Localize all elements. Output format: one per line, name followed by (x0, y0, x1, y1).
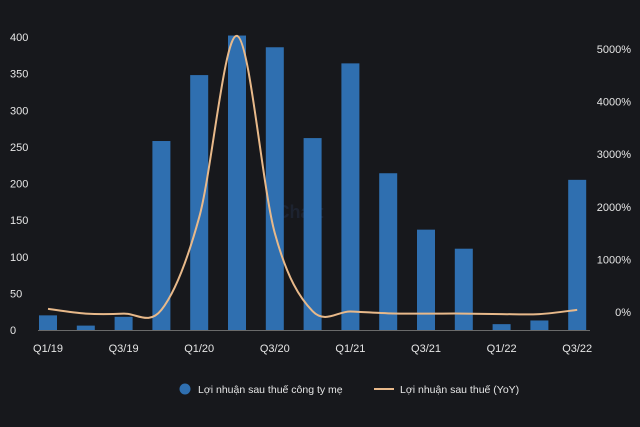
x-tick-label: Q3/20 (260, 343, 290, 355)
right-tick-label: 3000% (597, 149, 631, 161)
bar (492, 324, 511, 330)
right-axis-ticks: 0% 1000% 2000% 3000% 4000% 5000% (597, 44, 631, 319)
left-tick-label: 150 (10, 215, 28, 227)
bar (190, 75, 209, 330)
x-tick-label: Q1/21 (335, 343, 365, 355)
left-tick-label: 300 (10, 105, 28, 117)
left-tick-label: 0 (10, 325, 16, 337)
bar (228, 35, 246, 330)
bar (76, 325, 95, 330)
yoy-line (47, 34, 578, 319)
x-tick-label: Q1/20 (184, 343, 214, 355)
x-tick-label: Q3/19 (109, 343, 139, 355)
left-tick-label: 400 (10, 32, 28, 44)
left-tick-label: 100 (10, 252, 28, 264)
bar (568, 179, 587, 330)
right-tick-label: 1000% (597, 254, 631, 266)
bar (114, 316, 133, 330)
x-axis-ticks: Q1/19 Q3/19 Q1/20 Q3/20 Q1/21 Q3/21 Q1/22 Q3/22 (33, 343, 592, 355)
x-tick-label: Q1/19 (33, 343, 63, 355)
left-tick-label: 50 (10, 288, 22, 300)
bar (39, 315, 57, 330)
right-tick-label: 5000% (597, 44, 631, 56)
right-tick-label: 0% (615, 307, 631, 319)
left-tick-label: 250 (10, 142, 28, 154)
bar (152, 141, 171, 330)
left-tick-label: 200 (10, 179, 28, 191)
right-tick-label: 2000% (597, 202, 631, 214)
legend-line-label: Lợi nhuận sau thuế (YoY) (400, 384, 519, 396)
x-tick-label: Q1/22 (487, 343, 517, 355)
x-tick-label: Q3/22 (562, 343, 592, 355)
bar (454, 248, 473, 330)
bar (379, 173, 398, 330)
legend-bar-label: Lợi nhuận sau thuế công ty mẹ (198, 384, 343, 396)
right-tick-label: 4000% (597, 97, 631, 109)
x-tick-label: Q3/21 (411, 343, 441, 355)
bar (265, 47, 284, 330)
bar (417, 229, 435, 330)
legend-bar-swatch (179, 383, 191, 395)
legend[interactable]: Lợi nhuận sau thuế công ty mẹ Lợi nhuận … (179, 383, 520, 397)
bar (303, 138, 322, 330)
left-axis-ticks: 0 50 100 150 200 250 300 350 400 (10, 32, 28, 337)
left-tick-label: 350 (10, 69, 28, 81)
bar-series (39, 35, 587, 331)
bar (530, 320, 549, 330)
bar (341, 63, 360, 331)
